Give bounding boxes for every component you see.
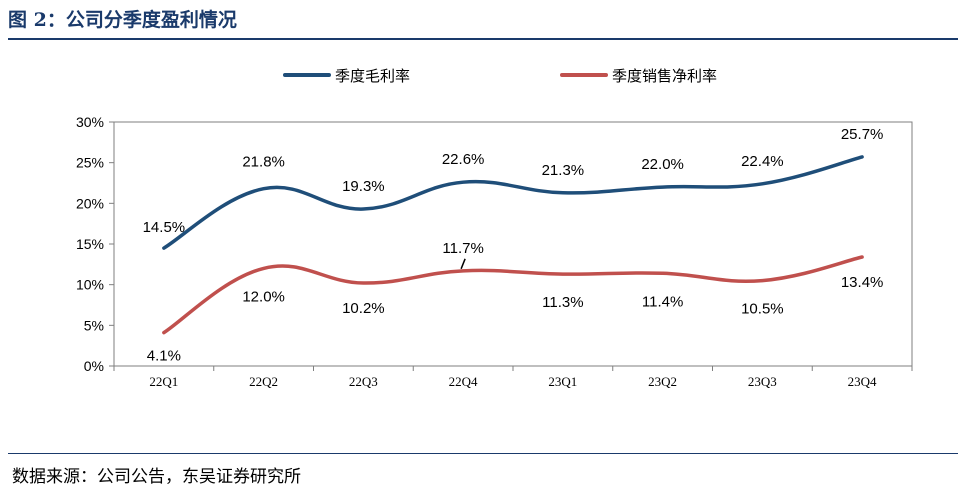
data-label: 11.3% xyxy=(542,294,583,311)
y-tick-label: 20% xyxy=(76,195,104,211)
x-tick-label: 23Q1 xyxy=(548,374,577,389)
x-tick-label: 22Q2 xyxy=(249,374,278,389)
data-label: 22.0% xyxy=(641,156,684,173)
data-label: 22.6% xyxy=(442,151,485,168)
figure-title: 图 2：公司分季度盈利情况 xyxy=(8,9,237,31)
data-label: 22.4% xyxy=(741,153,784,170)
x-tick-label: 22Q4 xyxy=(449,374,478,389)
figure-source: 数据来源：公司公告，东吴证券研究所 xyxy=(12,467,301,487)
y-tick-label: 0% xyxy=(84,358,104,374)
data-label: 21.3% xyxy=(542,162,585,179)
data-label: 11.7% xyxy=(442,240,483,257)
data-label: 19.3% xyxy=(342,178,385,195)
title-divider xyxy=(8,38,958,40)
x-tick-label: 23Q4 xyxy=(848,374,877,389)
x-tick-label: 22Q3 xyxy=(349,374,378,389)
series-line-net-margin xyxy=(162,255,864,335)
y-tick-label: 10% xyxy=(76,277,104,293)
data-label: 4.1% xyxy=(147,348,181,365)
x-tick-label: 22Q1 xyxy=(149,374,178,389)
x-tick-label: 23Q2 xyxy=(648,374,677,389)
data-label: 10.2% xyxy=(342,300,385,317)
y-tick-label: 5% xyxy=(84,317,104,333)
data-label: 10.5% xyxy=(741,301,784,318)
y-tick-label: 15% xyxy=(76,236,104,252)
y-tick-label: 25% xyxy=(76,155,104,171)
x-tick-label: 23Q3 xyxy=(748,374,777,389)
y-tick-label: 30% xyxy=(76,114,104,130)
series-line-gross-margin xyxy=(162,155,864,250)
margin-line-chart: 0% 5% 10% 15% 20% 25% 30% 22Q1 22Q2 22Q3 22Q4 23Q1 2… xyxy=(76,68,913,389)
data-label: 21.8% xyxy=(242,154,285,171)
data-label: 14.5% xyxy=(143,219,186,236)
plot-area-border xyxy=(113,121,913,367)
legend-label-net-margin: 季度销售净利率 xyxy=(612,68,717,85)
data-label: 13.4% xyxy=(841,274,884,291)
data-label: 11.4% xyxy=(642,293,683,310)
source-divider xyxy=(8,453,958,454)
data-label: 12.0% xyxy=(242,288,285,305)
legend-label-gross-margin: 季度毛利率 xyxy=(335,68,410,85)
data-label-leader xyxy=(460,258,466,270)
data-label: 25.7% xyxy=(841,126,884,143)
